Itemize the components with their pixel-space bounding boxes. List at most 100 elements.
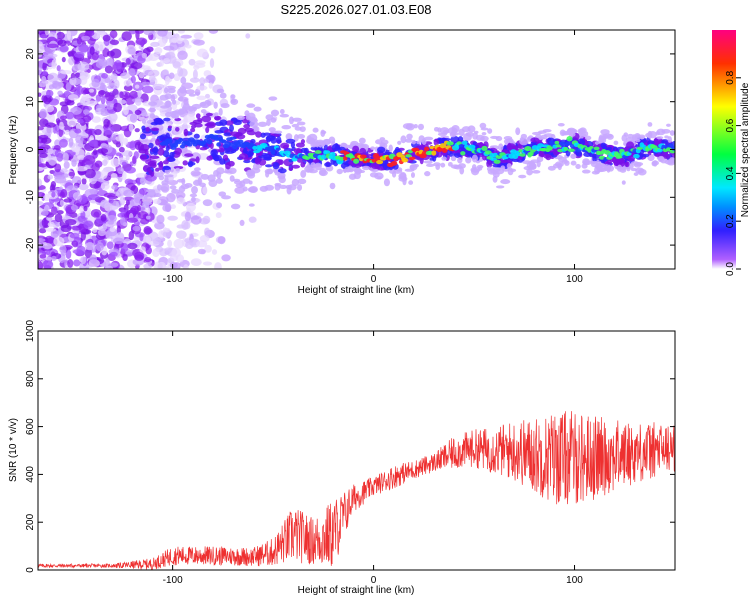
spectrogram-band-blob (236, 115, 245, 121)
spectrogram-noise-blob (128, 30, 137, 35)
spectrogram-noise-blob (67, 93, 79, 101)
spectrogram-noise-blob (50, 181, 57, 189)
spectrogram-noise-blob (119, 196, 126, 206)
spectrogram-noise-blob (59, 101, 69, 107)
spectrogram-band-blob (584, 135, 592, 141)
spectrogram-noise-blob (82, 115, 92, 123)
spectrogram-noise-blob (74, 128, 82, 134)
spectrogram-band-blob (600, 142, 607, 148)
spectrogram-band-blob (155, 167, 160, 172)
spectrogram-noise-blob (202, 186, 208, 195)
spectrogram-noise-blob (113, 102, 122, 113)
spectrogram-ridge-blob (481, 145, 488, 151)
spectrogram-band-blob (182, 160, 188, 166)
spectrogram-noise-blob (130, 62, 143, 70)
spectrogram-noise-blob (120, 72, 131, 79)
spectrogram-noise-blob (87, 194, 100, 200)
spectrogram-noise-blob (46, 216, 52, 221)
spectrogram-noise-blob (190, 258, 202, 266)
spectrogram-noise-blob (197, 248, 206, 255)
spectrogram-band-blob (187, 160, 194, 168)
spectrogram-band-blob (592, 155, 597, 162)
spectrogram-noise-blob (67, 258, 74, 268)
spectrogram-band-blob (254, 157, 261, 165)
spectrogram-band-blob (467, 125, 476, 133)
spectrogram-band-blob (238, 153, 249, 160)
snr-ytick-label: 600 (25, 418, 36, 435)
spectrogram-band-blob (216, 171, 222, 180)
spectrogram-noise-blob (175, 230, 187, 240)
spectrogram-ridge-blob (441, 147, 448, 154)
spectrogram-band-blob (150, 127, 160, 132)
spectrogram-noise-blob (97, 136, 109, 141)
spectrogram-noise-blob (177, 30, 185, 34)
spectrogram-band-blob (630, 167, 638, 172)
spectrogram-band-blob (143, 194, 148, 200)
spectrogram-noise-blob (196, 240, 208, 248)
spectrogram-noise-blob (92, 228, 98, 233)
spectrogram-noise-blob (106, 57, 115, 67)
spectrogram-noise-blob (42, 71, 48, 76)
spectrogram-ridge-blob (229, 136, 237, 140)
spectrogram-ridge-blob (252, 145, 258, 150)
spectrogram-ridge-blob (484, 150, 492, 155)
spectrogram-band-blob (470, 167, 481, 173)
spectrogram-band-blob (164, 175, 169, 183)
spectrogram-band-blob (270, 109, 280, 117)
spectrogram-band-blob (499, 159, 508, 164)
spectrogram-band-blob (205, 112, 213, 117)
spectrogram-noise-blob (41, 210, 49, 216)
spectrogram-noise-blob (97, 148, 109, 154)
spectrogram-ridge-blob (314, 150, 322, 154)
spectrogram-noise-blob (38, 41, 43, 47)
spectrogram-band-blob (626, 166, 631, 172)
spectrogram-noise-blob (176, 197, 186, 205)
spectrogram-ridge-blob (446, 141, 454, 146)
spectrogram-noise-blob (204, 227, 210, 236)
spectrogram-band-blob (191, 196, 196, 203)
spectrogram-noise-blob (109, 30, 118, 39)
spectrogram-band-blob (291, 178, 300, 187)
spectrogram-noise-blob (69, 233, 80, 239)
spectrogram-noise-blob (44, 193, 50, 202)
spectrogram-ridge-blob (548, 140, 554, 145)
spectrogram-band-blob (621, 180, 626, 185)
spectrogram-ridge-blob (396, 152, 403, 158)
spectrogram-noise-blob (192, 69, 198, 80)
spectrogram-noise-blob (126, 217, 139, 223)
spectrogram-noise-blob (79, 205, 85, 213)
spectrogram-band-blob (300, 170, 307, 178)
spectrogram-noise-blob (123, 79, 133, 87)
spectrogram-band-blob (249, 120, 259, 128)
spectrogram-noise-blob (130, 75, 136, 84)
spectrogram-band-blob (667, 160, 675, 166)
spectrogram-noise-blob (83, 154, 96, 165)
spectrogram-noise-blob (78, 44, 89, 53)
spectrogram-noise-blob (38, 192, 45, 197)
spectrogram-noise-blob (100, 182, 110, 191)
spectrogram-noise-blob (75, 135, 84, 144)
spectrogram-band-blob (242, 178, 251, 184)
spectrogram-band-blob (279, 184, 288, 190)
spectrogram-band-blob (336, 168, 343, 175)
spectrogram-band-blob (433, 138, 439, 146)
spectrogram-ridge-blob (324, 150, 331, 154)
spectrogram-noise-blob (54, 139, 61, 147)
spectrogram-ridge-blob (632, 148, 637, 154)
spectrogram-ridge-blob (554, 140, 560, 145)
spectrogram-noise-blob (145, 173, 157, 182)
spectrogram-noise-blob (115, 152, 122, 157)
spectrogram-noise-blob (108, 197, 114, 204)
spectrogram-noise-blob (162, 204, 172, 212)
spectrogram-band-blob (230, 203, 241, 210)
spectrogram-noise-blob (217, 236, 226, 245)
spectrogram-band-blob (141, 109, 148, 117)
spectrogram-band-blob (598, 136, 605, 143)
spectrogram-noise-blob (172, 262, 181, 269)
spectrogram-noise-blob (176, 36, 184, 45)
spectrogram-band-blob (413, 124, 418, 129)
spectrogram-band-blob (163, 174, 174, 178)
spectrogram-noise-blob (109, 226, 116, 233)
spectrogram-band-blob (297, 134, 306, 139)
